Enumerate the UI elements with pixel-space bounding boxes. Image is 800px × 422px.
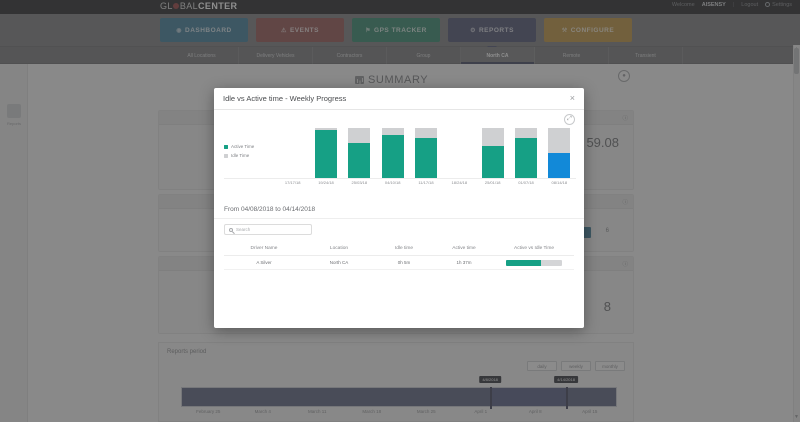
- ratio-bar: [506, 259, 562, 266]
- chart-x-tick-label: 25/03/18: [351, 180, 368, 185]
- chart-x-axis: 17/17/18 19/24/18 25/03/18 04/10/18 11/17/18…: [276, 180, 576, 190]
- idle-vs-active-modal: Idle vs Active time - Weekly Progress × …: [214, 88, 584, 328]
- divider: [214, 218, 584, 219]
- chart-bar-group[interactable]: [481, 128, 504, 178]
- date-range-text: From 04/08/2018 to 04/14/2018: [224, 206, 316, 213]
- cell-active-vs-idle: [494, 259, 574, 266]
- chart-bar-active: [315, 130, 337, 178]
- chart-bar-group[interactable]: [548, 128, 571, 178]
- chart-x-tick-label: 18/24/18: [451, 180, 468, 185]
- chart-x-tick-label: 04/10/18: [384, 180, 401, 185]
- expand-chart-button[interactable]: ⤢: [564, 114, 575, 125]
- chart-bar-idle: [348, 128, 371, 143]
- chart-bar-idle: [481, 128, 504, 146]
- table-header-cell[interactable]: Driver Name: [250, 246, 278, 251]
- chart-bar-active: [548, 153, 571, 178]
- table-header-cell[interactable]: Idle time: [394, 246, 414, 251]
- cell-idle-time: 0h 5m: [397, 260, 411, 265]
- legend-label: Idle Time: [231, 153, 250, 158]
- table-header-row: Driver Name Location Idle time Active time A…: [224, 242, 574, 256]
- legend-swatch-icon: [224, 144, 228, 149]
- search-input[interactable]: [236, 227, 307, 232]
- legend-item-idle-time[interactable]: Idle Time: [224, 151, 254, 160]
- chart-x-tick-label: 01/07/18: [518, 180, 534, 185]
- chart-axis-line: [224, 178, 576, 179]
- modal-title: Idle vs Active time - Weekly Progress: [223, 94, 347, 103]
- table-header-cell[interactable]: Active time: [452, 246, 476, 251]
- chart-bar-group[interactable]: [348, 128, 371, 178]
- table-row[interactable]: A Silver North CA 0h 5m 1h 37m: [224, 256, 574, 270]
- chart-bar-idle: [315, 128, 337, 130]
- chart-x-tick-label: 17/17/18: [284, 180, 301, 185]
- chart-bar-active: [348, 143, 371, 178]
- modal-body: ⤢ Active Time Idle Time 17/17/18 19/24/18 2…: [214, 110, 584, 328]
- driver-table: Driver Name Location Idle time Active time A…: [224, 242, 574, 270]
- chart-bar-idle: [515, 128, 537, 138]
- chart-legend: Active Time Idle Time: [224, 142, 254, 160]
- ratio-bar-fill: [506, 259, 541, 266]
- chart-x-tick-label: 25/01/18: [484, 180, 501, 185]
- chart-x-tick-label: 19/24/18: [318, 180, 334, 185]
- legend-swatch-icon: [224, 153, 228, 158]
- chart-bar-active: [481, 146, 504, 178]
- table-body: A Silver North CA 0h 5m 1h 37m: [224, 256, 574, 270]
- chart-bar-idle: [381, 128, 404, 135]
- chart-bar-active: [515, 138, 537, 178]
- weekly-progress-chart: Active Time Idle Time 17/17/18 19/24/18 25/…: [214, 128, 584, 192]
- close-icon[interactable]: ×: [569, 93, 575, 103]
- chart-bar-group[interactable]: [415, 128, 437, 178]
- chart-bar-active: [381, 135, 404, 178]
- chart-bar-idle: [415, 128, 437, 138]
- table-header-cell[interactable]: Active vs Idle Time: [514, 246, 554, 251]
- search-icon: [229, 227, 233, 232]
- chart-bar-active: [415, 138, 437, 178]
- chart-bar-group[interactable]: [381, 128, 404, 178]
- cell-active-time: 1h 37m: [456, 260, 472, 265]
- chart-bar-group[interactable]: [515, 128, 537, 178]
- modal-header: Idle vs Active time - Weekly Progress ×: [214, 88, 584, 110]
- search-box[interactable]: [224, 224, 312, 235]
- chart-x-tick-label: 11/17/18: [418, 180, 434, 185]
- cell-location: North CA: [329, 260, 349, 265]
- chart-bar-idle: [548, 128, 571, 153]
- legend-label: Active Time: [231, 144, 255, 149]
- legend-item-active-time[interactable]: Active Time: [224, 142, 254, 151]
- cell-driver-name: A Silver: [256, 260, 272, 265]
- chart-bar-group[interactable]: [282, 128, 304, 178]
- chart-plot: [276, 128, 576, 178]
- table-header-cell[interactable]: Location: [329, 246, 349, 251]
- chart-bar-group[interactable]: [315, 128, 337, 178]
- chart-x-tick-label: 08/14/18: [551, 180, 568, 185]
- chart-bar-group[interactable]: [448, 128, 470, 178]
